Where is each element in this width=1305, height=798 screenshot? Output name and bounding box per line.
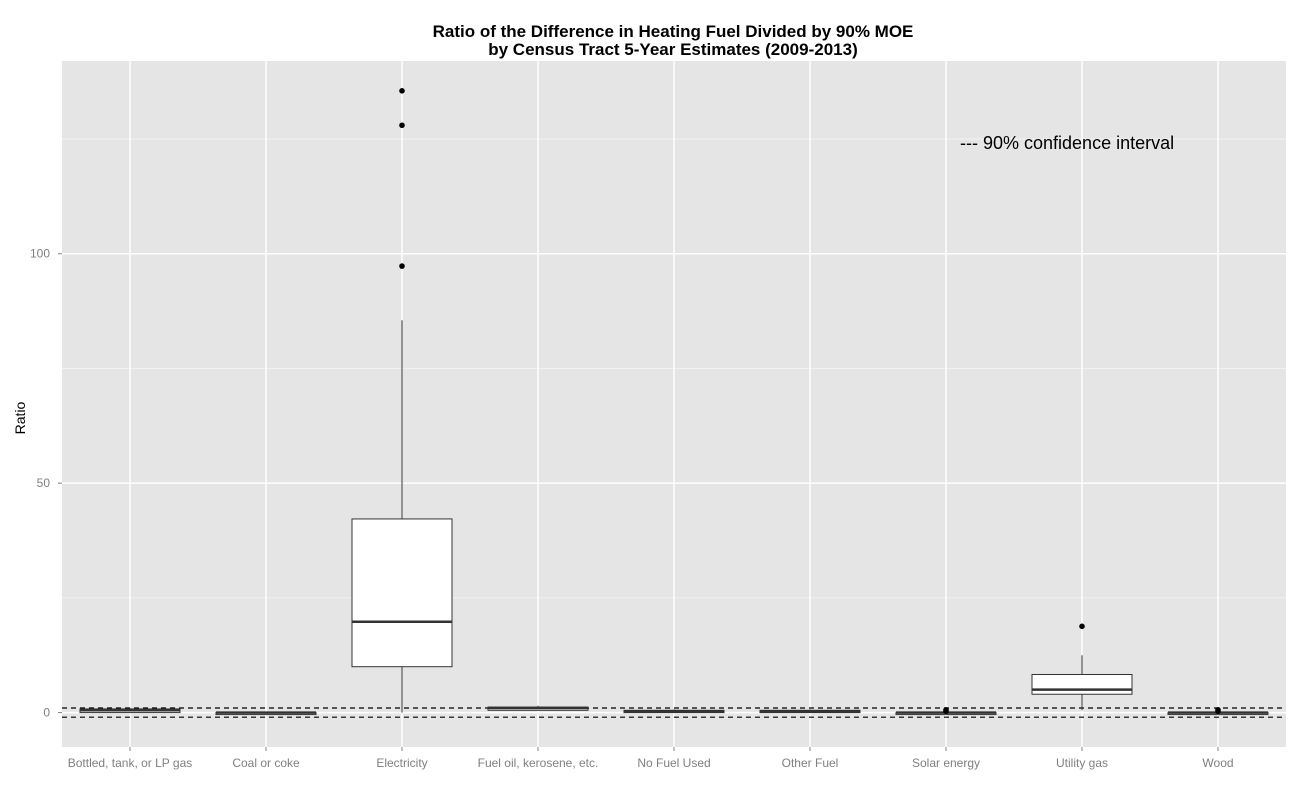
x-tick-label: No Fuel Used	[637, 756, 710, 770]
box-wood	[1167, 707, 1269, 716]
y-axis-title: Ratio	[12, 401, 28, 434]
box-plots	[79, 88, 1269, 716]
box-solar-energy	[895, 707, 997, 716]
x-tick-label: Coal or coke	[232, 756, 300, 770]
y-axis-ticks: 0 50 100	[30, 247, 62, 720]
outlier-point	[1215, 707, 1221, 713]
x-tick-label: Utility gas	[1056, 756, 1108, 770]
y-tick-label: 100	[30, 247, 50, 261]
box-other-fuel	[759, 709, 861, 714]
box-bottled-tank-or-lp-gas	[79, 707, 181, 714]
outlier-point	[399, 122, 405, 129]
box-fuel-oil-kerosene-etc	[487, 705, 589, 711]
outlier-point	[399, 88, 405, 94]
outlier-point	[1079, 623, 1085, 630]
box-electricity	[351, 88, 453, 713]
box-no-fuel-used	[623, 709, 725, 714]
x-tick-label: Electricity	[376, 756, 427, 770]
x-tick-label: Solar energy	[912, 756, 980, 770]
box-coal-or-coke	[215, 711, 317, 716]
x-axis-ticks: Bottled, tank, or LP gas Coal or coke Elec…	[68, 747, 1234, 770]
y-tick-label: 0	[43, 706, 50, 720]
major-gridlines	[62, 61, 1286, 747]
box-utility-gas	[1031, 623, 1133, 711]
outlier-point	[943, 707, 949, 713]
outlier-point	[399, 263, 405, 269]
x-tick-label: Other Fuel	[782, 756, 839, 770]
confidence-interval-annotation: --- 90% confidence interval	[960, 133, 1174, 153]
box-iqr	[1031, 673, 1133, 695]
x-tick-label: Bottled, tank, or LP gas	[68, 756, 193, 770]
chart-title-line-1: Ratio of the Difference in Heating Fuel …	[433, 22, 914, 41]
y-tick-label: 50	[37, 476, 51, 490]
x-tick-label: Wood	[1202, 756, 1233, 770]
box-iqr	[351, 518, 453, 668]
chart-title-line-2: by Census Tract 5-Year Estimates (2009-2…	[488, 40, 857, 59]
x-tick-label: Fuel oil, kerosene, etc.	[478, 756, 599, 770]
